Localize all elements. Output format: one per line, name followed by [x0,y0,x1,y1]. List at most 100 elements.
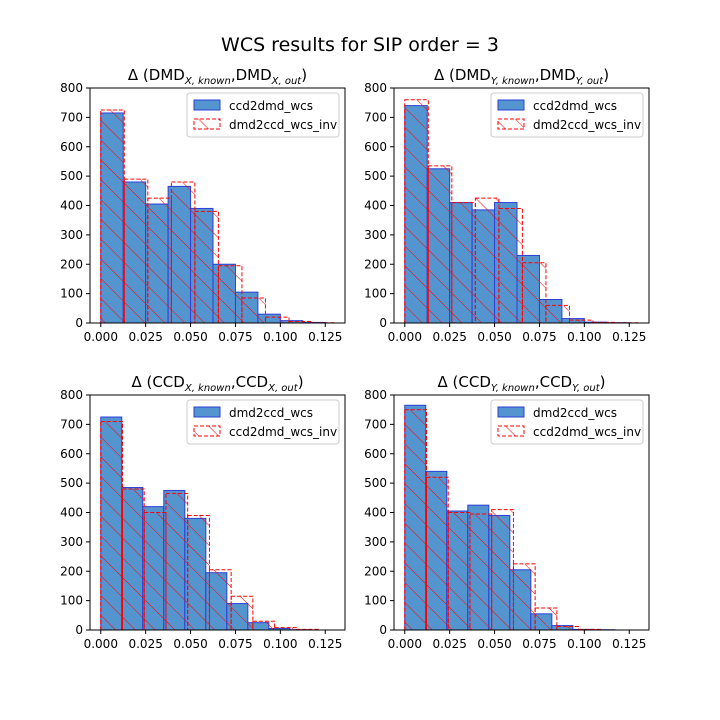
series-ccd2dmd_wcs_inv [100,420,319,631]
histogram-bar-outline [165,492,189,631]
legend-swatch [497,118,525,130]
x-tick-label: 0.025 [128,637,162,651]
y-tick-label: 700 [364,417,387,431]
x-tick-label: 0.100 [263,330,297,344]
x-tick-label: 0.050 [477,330,511,344]
legend: ccd2dmd_wcs dmd2ccd_wcs_inv [186,92,340,138]
y-tick-label: 600 [60,447,83,461]
histogram-bar-outline [404,99,429,324]
y-tick-label: 800 [60,388,83,402]
histogram-bar-outline [427,165,453,324]
x-tick-label: 0.075 [522,330,556,344]
legend-label: ccd2dmd_wcs_inv [533,425,641,439]
y-tick-label: 300 [60,228,83,242]
y-tick-label: 400 [364,506,387,520]
y-tick-label: 200 [60,564,83,578]
y-tick-label: 300 [364,535,387,549]
histogram-bar-outline [512,563,536,631]
histogram-bar-outline [447,512,471,631]
legend: dmd2ccd_wcs ccd2dmd_wcs_inv [186,399,340,445]
legend: ccd2dmd_wcs dmd2ccd_wcs_inv [490,92,644,138]
x-axis: 0.000 0.025 0.050 0.075 0.100 0.125 [388,630,646,651]
histogram-bar-outline [491,509,514,631]
y-tick-label: 800 [364,81,387,95]
x-tick-label: 0.050 [173,330,207,344]
histogram-bar-outline [187,514,210,631]
figure-title: WCS results for SIP order = 3 [221,34,499,56]
y-tick-label: 0 [379,623,387,637]
histogram-bar-outline [100,109,125,324]
y-tick-label: 100 [60,287,83,301]
x-tick-label: 0.000 [388,330,422,344]
legend-box [186,399,340,445]
histogram-bar-outline [241,297,266,324]
y-tick-label: 0 [379,316,387,330]
histogram-bar-outline [469,513,493,631]
subplot-title: Δ (CCDX, known,CCDX, out) [131,373,303,394]
x-tick-label: 0.000 [388,637,422,651]
x-axis: 0.000 0.025 0.050 0.075 0.100 0.125 [84,630,342,651]
x-tick-label: 0.075 [218,330,252,344]
y-tick-label: 100 [364,287,387,301]
legend-swatch [497,406,525,418]
x-axis: 0.000 0.025 0.050 0.075 0.100 0.125 [388,323,646,344]
legend: dmd2ccd_wcs ccd2dmd_wcs_inv [490,399,644,445]
x-tick-label: 0.125 [308,330,342,344]
x-tick-label: 0.050 [173,637,207,651]
legend-swatch [193,99,221,111]
y-tick-label: 500 [364,476,387,490]
histogram-bar-outline [170,181,196,324]
y-tick-label: 400 [364,199,387,213]
x-tick-label: 0.125 [612,330,646,344]
histogram-bar-outline [217,265,243,324]
x-axis: 0.000 0.025 0.050 0.075 0.100 0.125 [84,323,342,344]
subplot-title: Δ (DMDY, known,DMDY, out) [434,66,609,87]
bars [404,404,616,631]
legend-swatch [497,425,525,437]
histogram-bar-outline [545,304,570,324]
y-tick-label: 200 [364,564,387,578]
y-tick-label: 800 [364,388,387,402]
x-tick-label: 0.100 [263,637,297,651]
x-tick-label: 0.125 [308,637,342,651]
x-tick-label: 0.100 [567,637,601,651]
y-tick-label: 100 [364,594,387,608]
histogram-bar-outline [474,197,500,324]
y-tick-label: 700 [60,110,83,124]
y-tick-label: 800 [60,81,83,95]
legend-label: dmd2ccd_wcs [229,406,313,420]
series-dmd2ccd_wcs_inv [404,99,641,324]
histogram-bar-outline [252,620,276,631]
histogram-bar-outline [123,178,149,324]
y-tick-label: 600 [364,140,387,154]
histogram-bar-outline [264,316,290,324]
x-tick-label: 0.125 [612,637,646,651]
subplot-2: Δ (DMDY, known,DMDY, out) 0 100 200 300 400 50… [364,66,650,344]
bars [100,416,319,631]
bars [404,99,641,324]
x-tick-label: 0.025 [432,637,466,651]
legend-box [490,399,644,445]
x-tick-label: 0.075 [218,637,252,651]
legend-swatch [497,99,525,111]
histogram-bar-outline [426,476,449,631]
x-tick-label: 0.050 [477,637,511,651]
histogram-bar-outline [521,262,547,324]
legend-swatch [193,118,221,130]
x-tick-label: 0.025 [432,330,466,344]
histogram-bar-outline [534,607,558,631]
y-tick-label: 700 [60,417,83,431]
legend-swatch [193,425,221,437]
subplot-title: Δ (CCDY, known,CCDY, out) [437,373,605,394]
legend-box [490,92,644,138]
histogram-bar-outline [498,207,523,324]
histogram-bar-outline [143,512,167,631]
histogram-bar-outline [100,420,124,631]
legend-label: ccd2dmd_wcs [229,99,313,113]
legend-label: ccd2dmd_wcs_inv [229,425,337,439]
histogram-bar-outline [147,197,172,324]
y-tick-label: 200 [60,257,83,271]
histogram-bar-outline [274,627,297,631]
y-tick-label: 300 [60,535,83,549]
